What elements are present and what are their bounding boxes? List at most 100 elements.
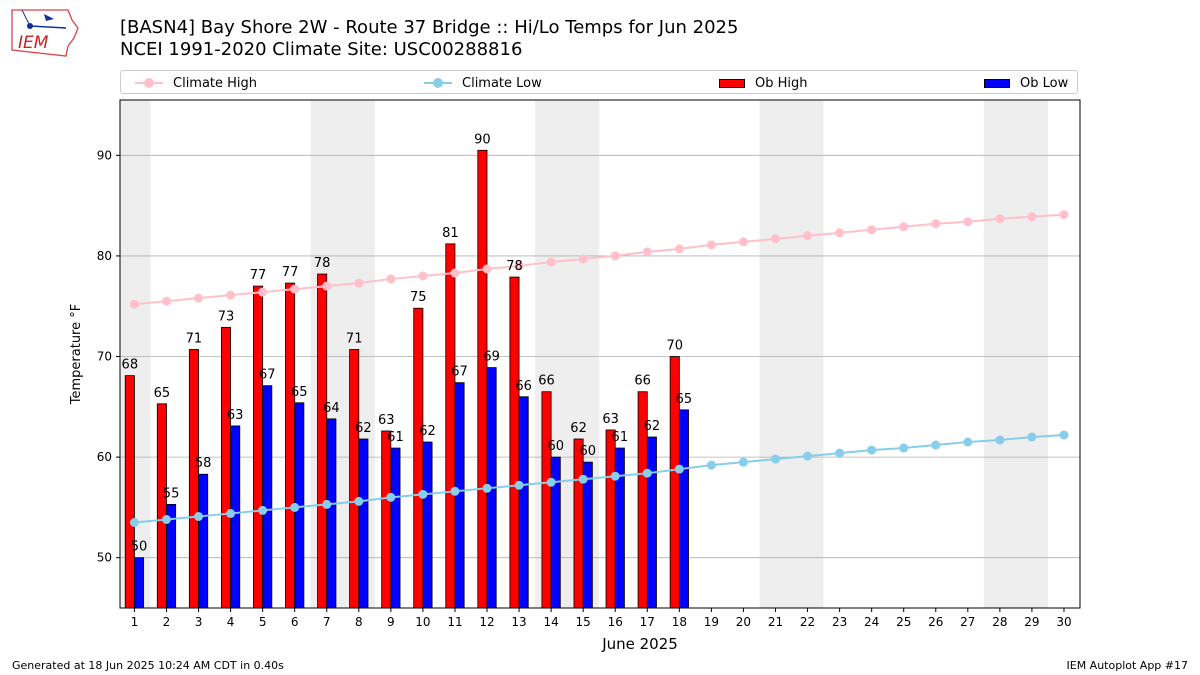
- climate-low-point: [1027, 432, 1037, 442]
- ob-low-data-label: 62: [355, 421, 372, 436]
- legend-climate-low: Climate Low: [424, 74, 542, 92]
- ob-high-bar: [188, 349, 199, 609]
- title-line-1: [BASN4] Bay Shore 2W - Route 37 Bridge :…: [120, 17, 739, 38]
- ob-low-bar: [422, 441, 433, 609]
- x-tick-label: 7: [323, 615, 331, 629]
- climate-high-point: [418, 271, 428, 281]
- ob-high-bar: [124, 375, 135, 609]
- climate-high-point: [482, 264, 492, 274]
- ob-low-data-label: 55: [163, 486, 180, 501]
- climate-low-point: [931, 440, 941, 450]
- climate-low-point: [354, 496, 364, 506]
- ob-high-data-label: 78: [314, 256, 331, 271]
- ob-high-bar: [349, 349, 360, 609]
- x-tick-label: 27: [960, 615, 975, 629]
- climate-low-point: [706, 460, 716, 470]
- title-line-2: NCEI 1991-2020 Climate Site: USC00288816: [120, 39, 523, 60]
- legend-ob-high: Ob High: [719, 74, 808, 92]
- legend-climate-low-label: Climate Low: [462, 75, 542, 91]
- ob-high-data-label: 63: [378, 413, 395, 428]
- climate-high-point: [995, 214, 1005, 224]
- ob-high-data-label: 77: [250, 268, 267, 283]
- legend-ob-low-marker: [984, 78, 1010, 88]
- climate-low-point: [642, 468, 652, 478]
- climate-lines: [129, 210, 1069, 527]
- climate-high-point: [706, 240, 716, 250]
- climate-high-point: [835, 228, 845, 238]
- climate-high-point: [514, 261, 524, 271]
- ob-high-data-label: 77: [282, 265, 299, 280]
- ob-low-data-label: 67: [259, 368, 276, 383]
- climate-high-point: [963, 217, 973, 227]
- climate-low-point: [386, 492, 396, 502]
- footer-generated: Generated at 18 Jun 2025 10:24 AM CDT in…: [12, 659, 284, 672]
- climate-high-point: [546, 257, 556, 267]
- ob-high-data-label: 70: [666, 339, 683, 354]
- x-tick-label: 3: [195, 615, 203, 629]
- ob-high-bar: [156, 403, 167, 609]
- ob-high-data-label: 71: [346, 331, 363, 346]
- climate-low-point: [674, 464, 684, 474]
- ob-high-data-label: 73: [218, 309, 235, 324]
- climate-high-point: [226, 290, 236, 300]
- ob-high-bar: [573, 438, 584, 609]
- x-tick-label: 17: [640, 615, 655, 629]
- climate-low-point: [867, 445, 877, 455]
- climate-low-point: [578, 474, 588, 484]
- climate-high-point: [258, 287, 268, 297]
- x-tick-label: 14: [543, 615, 558, 629]
- ob-high-bar: [445, 243, 456, 609]
- climate-high-point: [129, 299, 139, 309]
- plot-frame: [119, 99, 1081, 609]
- legend-ob-high-label: Ob High: [755, 75, 808, 91]
- climate-low-point: [161, 514, 171, 524]
- climate-high-point: [386, 274, 396, 284]
- ob-low-data-label: 50: [131, 540, 148, 555]
- climate-low-point: [899, 443, 909, 453]
- climate-low-point: [1059, 430, 1069, 440]
- x-tick-label: 13: [511, 615, 526, 629]
- x-tick-label: 16: [608, 615, 623, 629]
- ob-high-bar: [285, 282, 296, 609]
- ob-high-data-label: 81: [442, 226, 459, 241]
- ob-high-bar: [413, 307, 424, 609]
- ob-high-bar: [509, 276, 520, 609]
- x-tick-label: 4: [227, 615, 235, 629]
- climate-high-point: [578, 254, 588, 264]
- climate-high-point: [610, 251, 620, 261]
- ob-high-bar: [477, 149, 488, 609]
- y-tick-label: 80: [97, 249, 112, 263]
- ob-low-data-label: 58: [195, 456, 212, 471]
- x-tick-label: 26: [928, 615, 943, 629]
- x-tick-label: 18: [672, 615, 687, 629]
- climate-high-point: [803, 231, 813, 241]
- ob-high-data-label: 63: [602, 412, 619, 427]
- ob-high-bar: [381, 430, 392, 609]
- ob-low-data-label: 61: [612, 430, 629, 445]
- climate-high-line: [134, 213, 1065, 306]
- weekend-band: [759, 100, 824, 608]
- y-tick-label: 50: [97, 551, 112, 565]
- climate-low-point: [835, 448, 845, 458]
- ob-low-bar: [262, 385, 273, 609]
- ob-low-data-label: 62: [419, 424, 436, 439]
- ob-low-data-label: 60: [579, 444, 596, 459]
- climate-low-point: [129, 517, 139, 527]
- chart-legend: Climate High Climate Low Ob High Ob Low: [120, 70, 1078, 94]
- climate-high-point: [674, 244, 684, 254]
- y-tick-label: 70: [97, 350, 112, 364]
- climate-high-point: [322, 281, 332, 291]
- climate-high-point: [354, 278, 364, 288]
- x-tick-label: 11: [447, 615, 462, 629]
- ob-low-data-label: 63: [227, 408, 244, 423]
- weekend-band: [120, 100, 151, 608]
- climate-high-point: [931, 219, 941, 229]
- climate-low-point: [450, 486, 460, 496]
- climate-low-point: [803, 451, 813, 461]
- x-tick-label: 20: [736, 615, 751, 629]
- x-tick-label: 28: [992, 615, 1007, 629]
- climate-high-point: [1027, 212, 1037, 222]
- iem-logo: IEM: [11, 9, 79, 57]
- climate-low-point: [418, 489, 428, 499]
- ob-low-bar: [198, 473, 209, 609]
